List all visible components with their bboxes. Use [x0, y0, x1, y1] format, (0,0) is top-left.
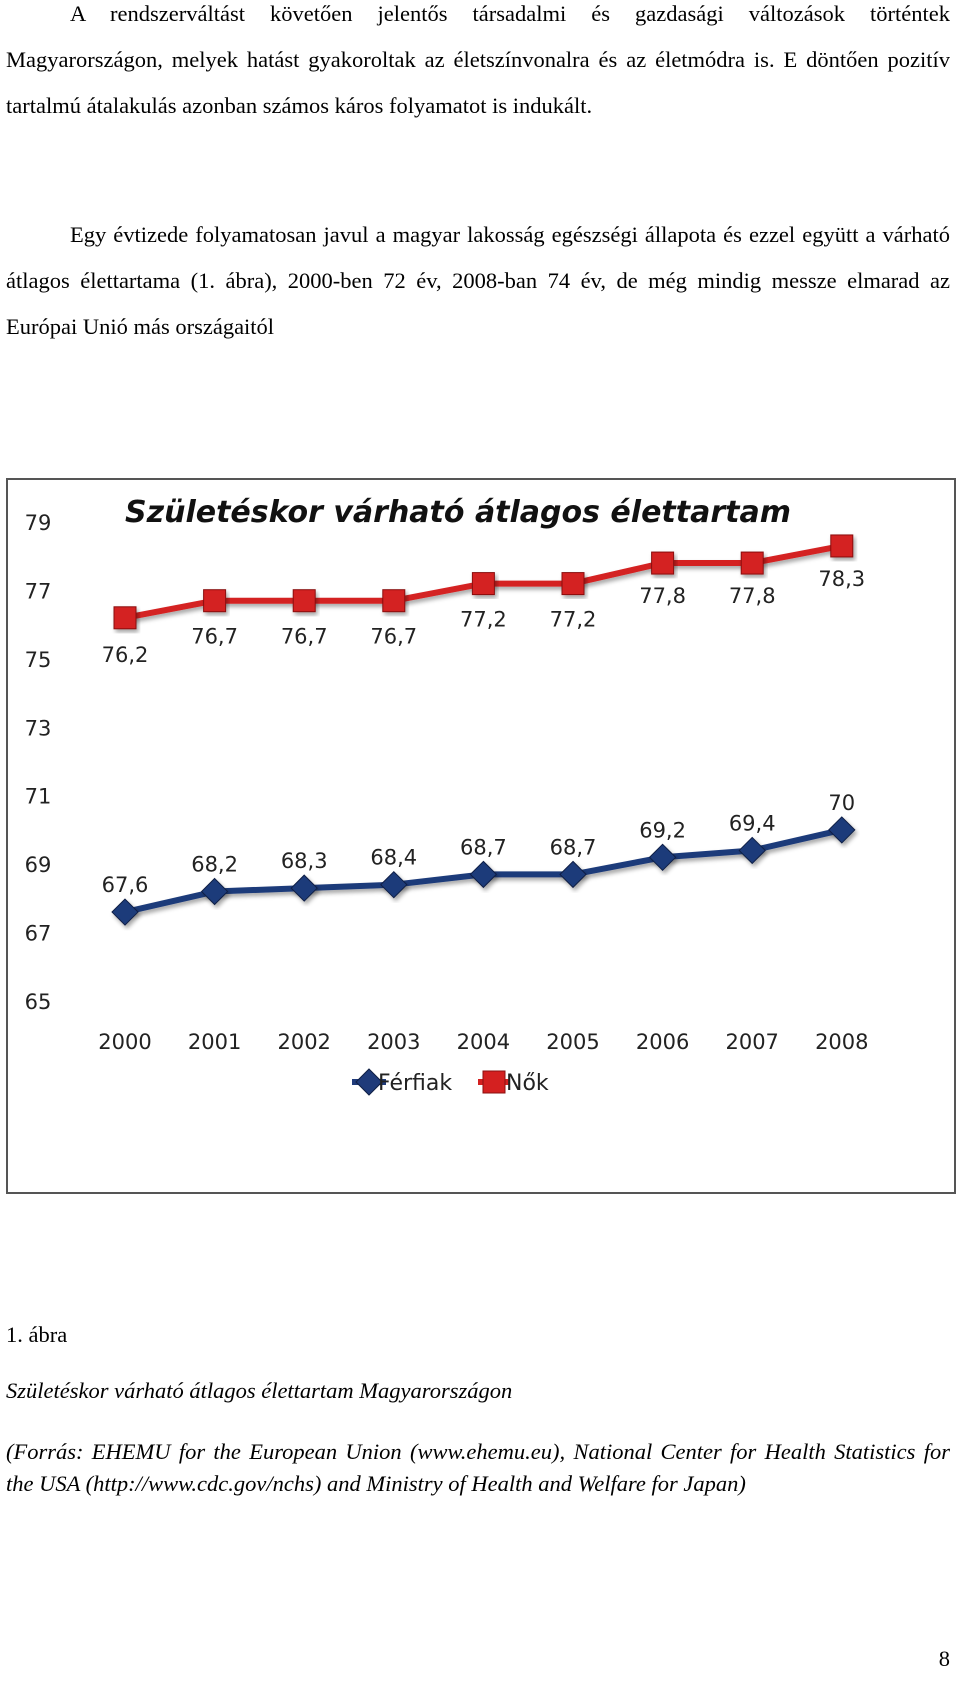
legend-label-nok: Nők	[506, 1071, 549, 1096]
y-tick-label: 77	[25, 579, 52, 603]
data-label: 77,2	[550, 608, 597, 632]
data-label: 68,7	[550, 835, 597, 859]
x-tick-label: 2004	[457, 1030, 510, 1054]
data-label: 77,8	[639, 584, 686, 608]
legend-label-ferfiak: Férfiak	[378, 1071, 452, 1096]
data-point	[740, 551, 764, 575]
data-point	[471, 572, 495, 596]
data-label: 76,7	[281, 625, 328, 649]
data-point	[290, 874, 318, 902]
data-label: 70	[828, 791, 855, 815]
data-label: 68,3	[281, 849, 328, 873]
x-tick-label: 2001	[188, 1030, 241, 1054]
data-label: 68,4	[370, 846, 417, 870]
x-tick-label: 2007	[725, 1030, 778, 1054]
data-label: 68,7	[460, 835, 507, 859]
y-tick-label: 71	[25, 785, 52, 809]
figure-number: 1. ábra	[6, 1322, 68, 1347]
y-tick-label: 67	[25, 922, 52, 946]
data-point	[738, 836, 766, 865]
data-point	[111, 898, 139, 926]
legend-marker-ferfiak	[355, 1068, 383, 1096]
page-number: 8	[938, 1646, 950, 1671]
data-point	[561, 572, 585, 596]
intro-paragraph: A rendszerváltást követően jelentős társ…	[6, 1, 950, 118]
x-tick-label: 2005	[546, 1030, 599, 1054]
data-label: 78,3	[818, 567, 865, 591]
data-point	[203, 589, 227, 613]
figure-title: Születéskor várható átlagos élettartam M…	[6, 1378, 513, 1403]
x-tick-label: 2000	[98, 1030, 151, 1054]
data-label: 76,7	[370, 625, 417, 649]
legend-marker-nok	[482, 1070, 506, 1094]
x-tick-label: 2006	[636, 1030, 689, 1054]
x-tick-label: 2008	[815, 1030, 868, 1054]
data-label: 77,2	[460, 608, 507, 632]
life-expectancy-chart: Születéskor várható átlagos élettartam 65…	[6, 478, 956, 1194]
data-point	[559, 860, 587, 889]
data-label: 76,7	[191, 625, 238, 649]
data-point	[830, 534, 854, 558]
data-point	[113, 606, 137, 630]
data-label: 77,8	[729, 584, 776, 608]
data-label: 68,2	[191, 853, 238, 877]
data-point	[648, 843, 677, 872]
data-label: 67,6	[102, 873, 149, 897]
data-label: 69,4	[729, 811, 776, 835]
x-tick-label: 2002	[277, 1030, 330, 1054]
y-tick-label: 65	[25, 990, 52, 1014]
data-label: 76,2	[102, 643, 149, 667]
data-point	[200, 877, 229, 906]
data-point	[382, 589, 406, 613]
chart-title: Születéskor várható átlagos élettartam	[125, 495, 791, 530]
y-tick-label: 69	[25, 853, 52, 877]
data-point	[651, 551, 675, 575]
chart-canvas: Születéskor várható átlagos élettartam 65…	[25, 495, 869, 1096]
data-label: 69,2	[639, 818, 686, 842]
y-tick-label: 75	[25, 648, 52, 672]
y-tick-label: 73	[25, 716, 52, 740]
data-point	[469, 860, 498, 889]
data-point	[380, 870, 408, 899]
y-tick-label: 79	[25, 511, 52, 535]
data-point	[828, 816, 856, 844]
life-expectancy-paragraph: Egy évtizede folyamatosan javul a magyar…	[6, 222, 950, 339]
data-point	[292, 589, 316, 613]
figure-source: (Forrás: EHEMU for the European Union (w…	[6, 1439, 950, 1496]
x-tick-label: 2003	[367, 1030, 420, 1054]
